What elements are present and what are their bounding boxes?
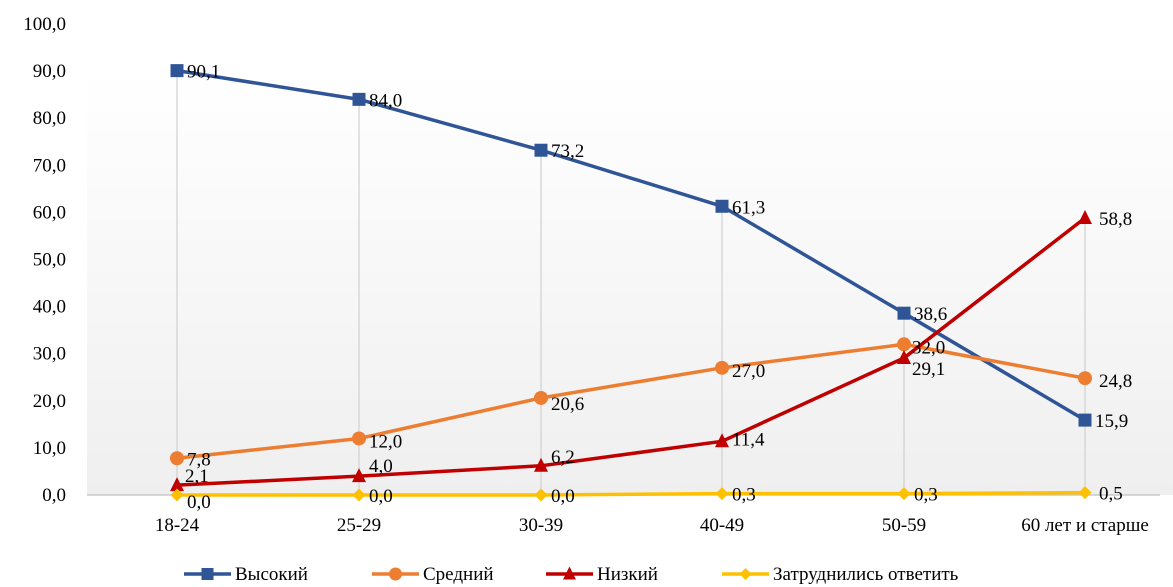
marker-triangle [352, 468, 366, 483]
legend-label: Низкий [597, 564, 658, 585]
data-label: 0,3 [732, 485, 756, 506]
marker-square [201, 568, 214, 580]
y-tick-label: 40,0 [33, 297, 66, 318]
marker-square [352, 92, 366, 106]
marker-diamond [534, 488, 548, 502]
y-tick-label: 20,0 [33, 391, 66, 412]
marker-triangle [563, 566, 576, 580]
legend-label: Высокий [235, 564, 308, 585]
marker-diamond [897, 487, 911, 501]
x-tick-label: 50-59 [882, 515, 926, 536]
data-label: 27,0 [732, 361, 765, 382]
marker-triangle [1078, 210, 1092, 225]
series-lines [170, 64, 1092, 502]
data-label: 0,5 [1099, 484, 1123, 505]
data-label: 24,8 [1099, 371, 1132, 392]
marker-circle [352, 431, 366, 446]
data-label: 4,0 [369, 456, 393, 477]
data-label: 0,0 [369, 486, 393, 507]
data-label: 38,6 [914, 304, 947, 325]
legend-label: Затруднились ответить [773, 564, 959, 585]
marker-square [715, 199, 729, 213]
plot-area [87, 70, 1173, 495]
marker-diamond [739, 568, 752, 580]
data-label: 20,6 [551, 394, 584, 415]
data-label: 29,1 [912, 359, 945, 380]
y-tick-label: 0,0 [42, 485, 66, 506]
legend-item: Низкий [546, 564, 658, 585]
data-label: 61,3 [732, 197, 765, 218]
marker-diamond [715, 487, 729, 501]
marker-square [170, 64, 184, 78]
legend-item: Средний [372, 564, 494, 585]
marker-square [534, 143, 548, 157]
data-label: 0,0 [551, 486, 575, 507]
data-label: 6,2 [551, 447, 575, 468]
series-line [175, 342, 1087, 461]
marker-square [1078, 413, 1092, 427]
data-label: 73,2 [551, 141, 584, 162]
y-tick-label: 60,0 [33, 202, 66, 223]
series-diamond [170, 486, 1092, 502]
y-tick-label: 90,0 [33, 61, 66, 82]
series-circle [170, 337, 1092, 466]
series-line [175, 490, 1087, 497]
series-square [170, 64, 1092, 427]
x-tick-label: 18-24 [155, 515, 200, 536]
legend-item: Затруднились ответить [722, 564, 959, 585]
y-tick-label: 100,0 [23, 14, 66, 35]
marker-circle [715, 360, 729, 375]
y-tick-label: 70,0 [33, 155, 66, 176]
series-triangle [170, 210, 1092, 492]
data-label: 90,1 [187, 62, 220, 83]
x-tick-label: 60 лет и старше [1021, 515, 1149, 536]
data-label: 58,8 [1099, 209, 1132, 230]
series-line [175, 216, 1087, 487]
x-tick-label: 25-29 [337, 515, 381, 536]
marker-circle [170, 451, 184, 466]
marker-circle [897, 337, 911, 352]
marker-diamond [352, 488, 366, 502]
series-line [175, 68, 1087, 422]
data-label: 32,0 [912, 337, 945, 358]
data-label: 0,0 [187, 492, 211, 513]
marker-triangle [170, 477, 184, 492]
y-tick-label: 10,0 [33, 438, 66, 459]
marker-diamond [1078, 486, 1092, 500]
data-labels: 90,1 84,0 73,2 61,3 38,6 15,9 7,8 12,0 20,6 27,0 3… [185, 62, 1132, 513]
marker-circle [534, 390, 548, 405]
legend-label: Средний [423, 564, 494, 585]
marker-triangle [715, 433, 729, 448]
marker-triangle [897, 349, 911, 364]
data-label: 2,1 [185, 466, 209, 487]
data-label: 11,4 [732, 429, 765, 450]
x-tick-label: 40-49 [700, 515, 744, 536]
legend: Высокий Средний Низкий Затруднились ответит… [184, 564, 959, 585]
marker-square [897, 306, 911, 320]
data-label: 12,0 [369, 431, 402, 452]
x-tick-label: 30-39 [519, 515, 563, 536]
data-label: 0,3 [914, 485, 938, 506]
marker-circle [389, 567, 402, 581]
y-tick-label: 30,0 [33, 344, 66, 365]
data-label: 15,9 [1095, 411, 1128, 432]
marker-diamond [170, 488, 184, 502]
legend-item: Высокий [184, 564, 308, 585]
y-tick-label: 80,0 [33, 108, 66, 129]
marker-circle [1078, 371, 1092, 386]
data-label: 84,0 [369, 90, 402, 111]
drop-lines [176, 70, 1086, 495]
data-label: 7,8 [187, 449, 211, 470]
y-tick-label: 50,0 [33, 250, 66, 271]
marker-triangle [534, 457, 548, 472]
